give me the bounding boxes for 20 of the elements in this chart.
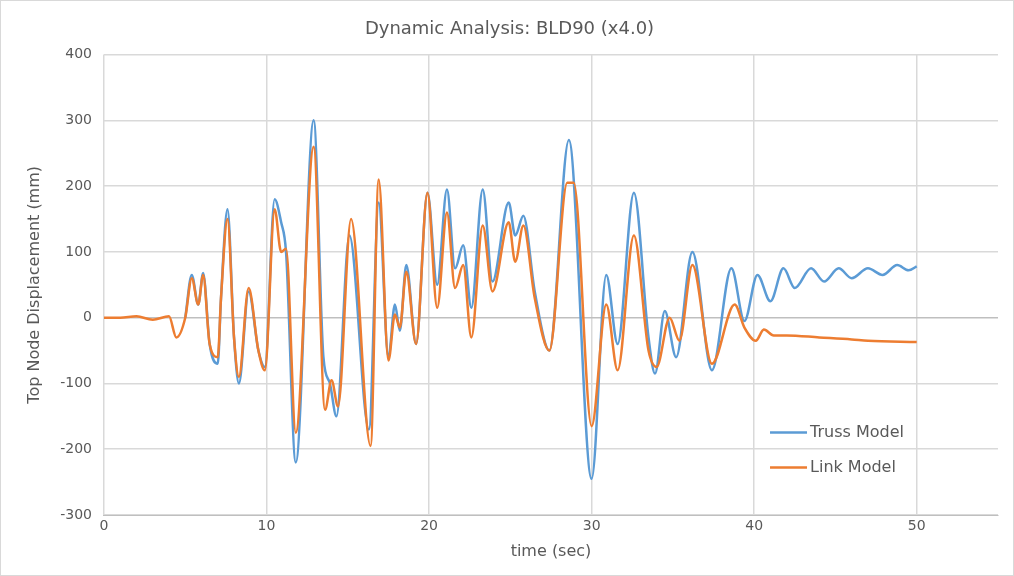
x-tick-label: 0: [99, 517, 109, 534]
x-tick-label: 10: [257, 517, 276, 534]
y-tick-label: 0: [83, 308, 92, 325]
y-tick-label: -300: [60, 505, 92, 522]
y-tick-label: -200: [60, 439, 92, 456]
line-series: [103, 145, 918, 448]
x-axis-title: time (sec): [510, 540, 592, 560]
legend-label: Truss Model: [809, 421, 904, 441]
x-tick-label: 50: [907, 517, 926, 534]
y-tick-label: 100: [65, 242, 92, 259]
x-tick-label: 30: [582, 517, 601, 534]
y-tick-label: 300: [65, 111, 92, 128]
y-tick-label: -100: [60, 374, 92, 391]
y-axis-title: Top Node Displacement (mm): [23, 165, 43, 405]
y-tick-label: 400: [65, 45, 92, 62]
chart-title: Dynamic Analysis: BLD90 (x4.0): [364, 17, 655, 39]
y-tick-label: 200: [65, 176, 92, 193]
x-tick-label: 20: [420, 517, 438, 534]
x-tick-label: 40: [745, 517, 764, 534]
legend-label: Link Model: [810, 456, 896, 476]
